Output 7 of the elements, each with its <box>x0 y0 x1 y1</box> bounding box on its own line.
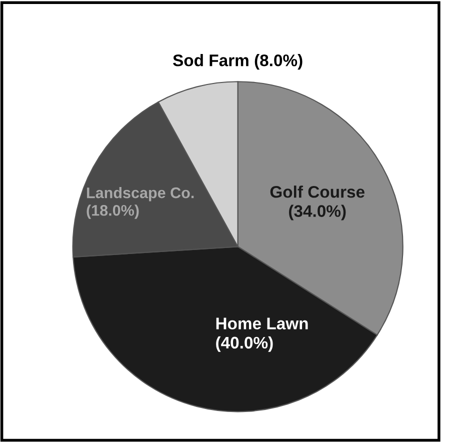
slice-label: Home Lawn <box>216 318 308 330</box>
slice-label: Sod Farm (8.0%) <box>173 54 302 70</box>
data-label: (18.0%) <box>86 204 139 219</box>
data-label: (34.0%) <box>289 204 346 220</box>
data-label: (40.0%) <box>216 336 273 352</box>
slice-label: Golf Course <box>270 186 364 198</box>
slice-label: Landscape Co. <box>87 187 194 202</box>
